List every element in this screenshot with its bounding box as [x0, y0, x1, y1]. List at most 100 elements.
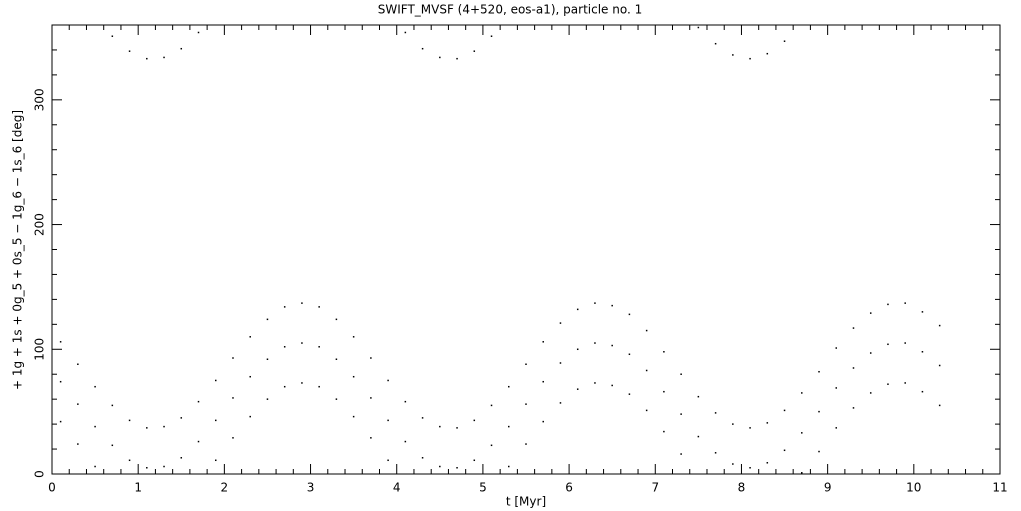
chart-title: SWIFT_MVSF (4+520, eos-a1), particle no.…: [378, 3, 643, 17]
scatter-point: [525, 363, 527, 365]
scatter-point: [835, 347, 838, 349]
scatter-point: [59, 380, 62, 383]
scatter-point: [370, 397, 372, 399]
x-axis-label: t [Myr]: [506, 495, 546, 509]
scatter-point: [714, 412, 717, 414]
scatter-point: [559, 322, 562, 324]
scatter-point: [628, 313, 631, 316]
scatter-point: [628, 393, 631, 395]
scatter-point: [421, 457, 424, 459]
scatter-point: [749, 427, 751, 429]
scatter-point: [680, 373, 682, 375]
scatter-point: [594, 342, 596, 344]
scatter-point: [352, 415, 355, 418]
scatter-point: [663, 430, 665, 433]
scatter-point: [404, 440, 407, 443]
scatter-point: [835, 387, 838, 389]
x-tick-label: 6: [565, 481, 573, 495]
scatter-point: [904, 382, 906, 384]
scatter-point: [611, 384, 613, 387]
scatter-point: [283, 385, 286, 388]
scatter-point: [387, 459, 389, 462]
scatter-point: [835, 427, 838, 429]
scatter-point: [697, 395, 700, 398]
scatter-point: [680, 413, 682, 415]
scatter-point: [576, 388, 579, 390]
scatter-point: [266, 398, 269, 400]
scatter-point: [214, 379, 217, 382]
scatter-point: [197, 31, 200, 34]
scatter-point: [921, 390, 924, 393]
scatter-point: [404, 400, 407, 403]
x-tick-label: 4: [393, 481, 401, 495]
scatter-point: [801, 432, 803, 434]
scatter-point: [938, 404, 941, 407]
scatter-point: [542, 420, 544, 423]
scatter-point: [59, 341, 62, 343]
scatter-point: [749, 467, 751, 469]
scatter-point: [283, 306, 286, 308]
scatter-point: [852, 407, 855, 409]
x-tick-label: 10: [906, 481, 921, 495]
scatter-point: [473, 50, 476, 52]
scatter-point: [421, 417, 424, 419]
scatter-point: [456, 57, 458, 60]
scatter-point: [852, 367, 855, 369]
scatter-point: [163, 465, 165, 468]
scatter-point: [525, 403, 527, 405]
scatter-point: [146, 57, 148, 60]
scatter-point: [766, 422, 769, 424]
scatter-point: [163, 425, 165, 428]
scatter-point: [473, 419, 476, 422]
scatter-point: [370, 437, 372, 439]
scatter-point: [645, 369, 648, 372]
scatter-point: [94, 385, 96, 388]
scatter-point: [439, 56, 441, 59]
scatter-point: [508, 385, 510, 388]
y-tick-label: 0: [33, 470, 47, 478]
y-axis-label: + 1g + 1s + 0g_5 + 0s_5 − 1g_6 − 1s_6 [d…: [11, 110, 25, 390]
scatter-point: [645, 329, 648, 332]
scatter-point: [335, 358, 338, 361]
scatter-point: [266, 358, 269, 361]
scatter-point: [180, 457, 183, 459]
scatter-point: [421, 47, 424, 50]
scatter-point: [766, 52, 769, 55]
scatter-point: [542, 341, 544, 343]
scatter-point: [921, 351, 924, 353]
scatter-point: [439, 465, 441, 468]
scatter-point: [818, 370, 820, 373]
x-tick-label: 7: [651, 481, 659, 495]
scatter-point: [318, 306, 320, 308]
scatter-point: [887, 303, 889, 306]
y-tick-label: 300: [33, 88, 47, 111]
scatter-point: [249, 375, 251, 378]
scatter-point: [249, 336, 251, 338]
scatter-point: [559, 402, 562, 404]
scatter-point: [111, 35, 114, 37]
scatter-point: [663, 351, 665, 353]
scatter-point: [697, 435, 700, 438]
scatter-point: [77, 363, 79, 365]
scatter-point: [732, 423, 734, 425]
y-tick-label: 200: [33, 213, 47, 236]
scatter-point: [352, 336, 355, 338]
scatter-point: [490, 35, 493, 37]
scatter-point: [249, 415, 251, 418]
scatter-point: [714, 42, 717, 45]
scatter-point: [576, 348, 579, 351]
plot-frame: [51, 24, 1001, 475]
x-tick-label: 3: [307, 481, 315, 495]
scatter-point: [456, 427, 458, 429]
scatter-point: [59, 420, 62, 423]
x-tick-label: 0: [48, 481, 56, 495]
scatter-point: [301, 382, 303, 384]
scatter-point: [508, 425, 510, 428]
scatter-point: [180, 47, 183, 50]
scatter-point: [852, 327, 855, 329]
scatter-point: [801, 392, 803, 394]
scatter-point: [318, 385, 320, 388]
scatter-point: [525, 443, 527, 445]
scatter-point: [887, 383, 889, 385]
scatter-point: [232, 437, 234, 439]
